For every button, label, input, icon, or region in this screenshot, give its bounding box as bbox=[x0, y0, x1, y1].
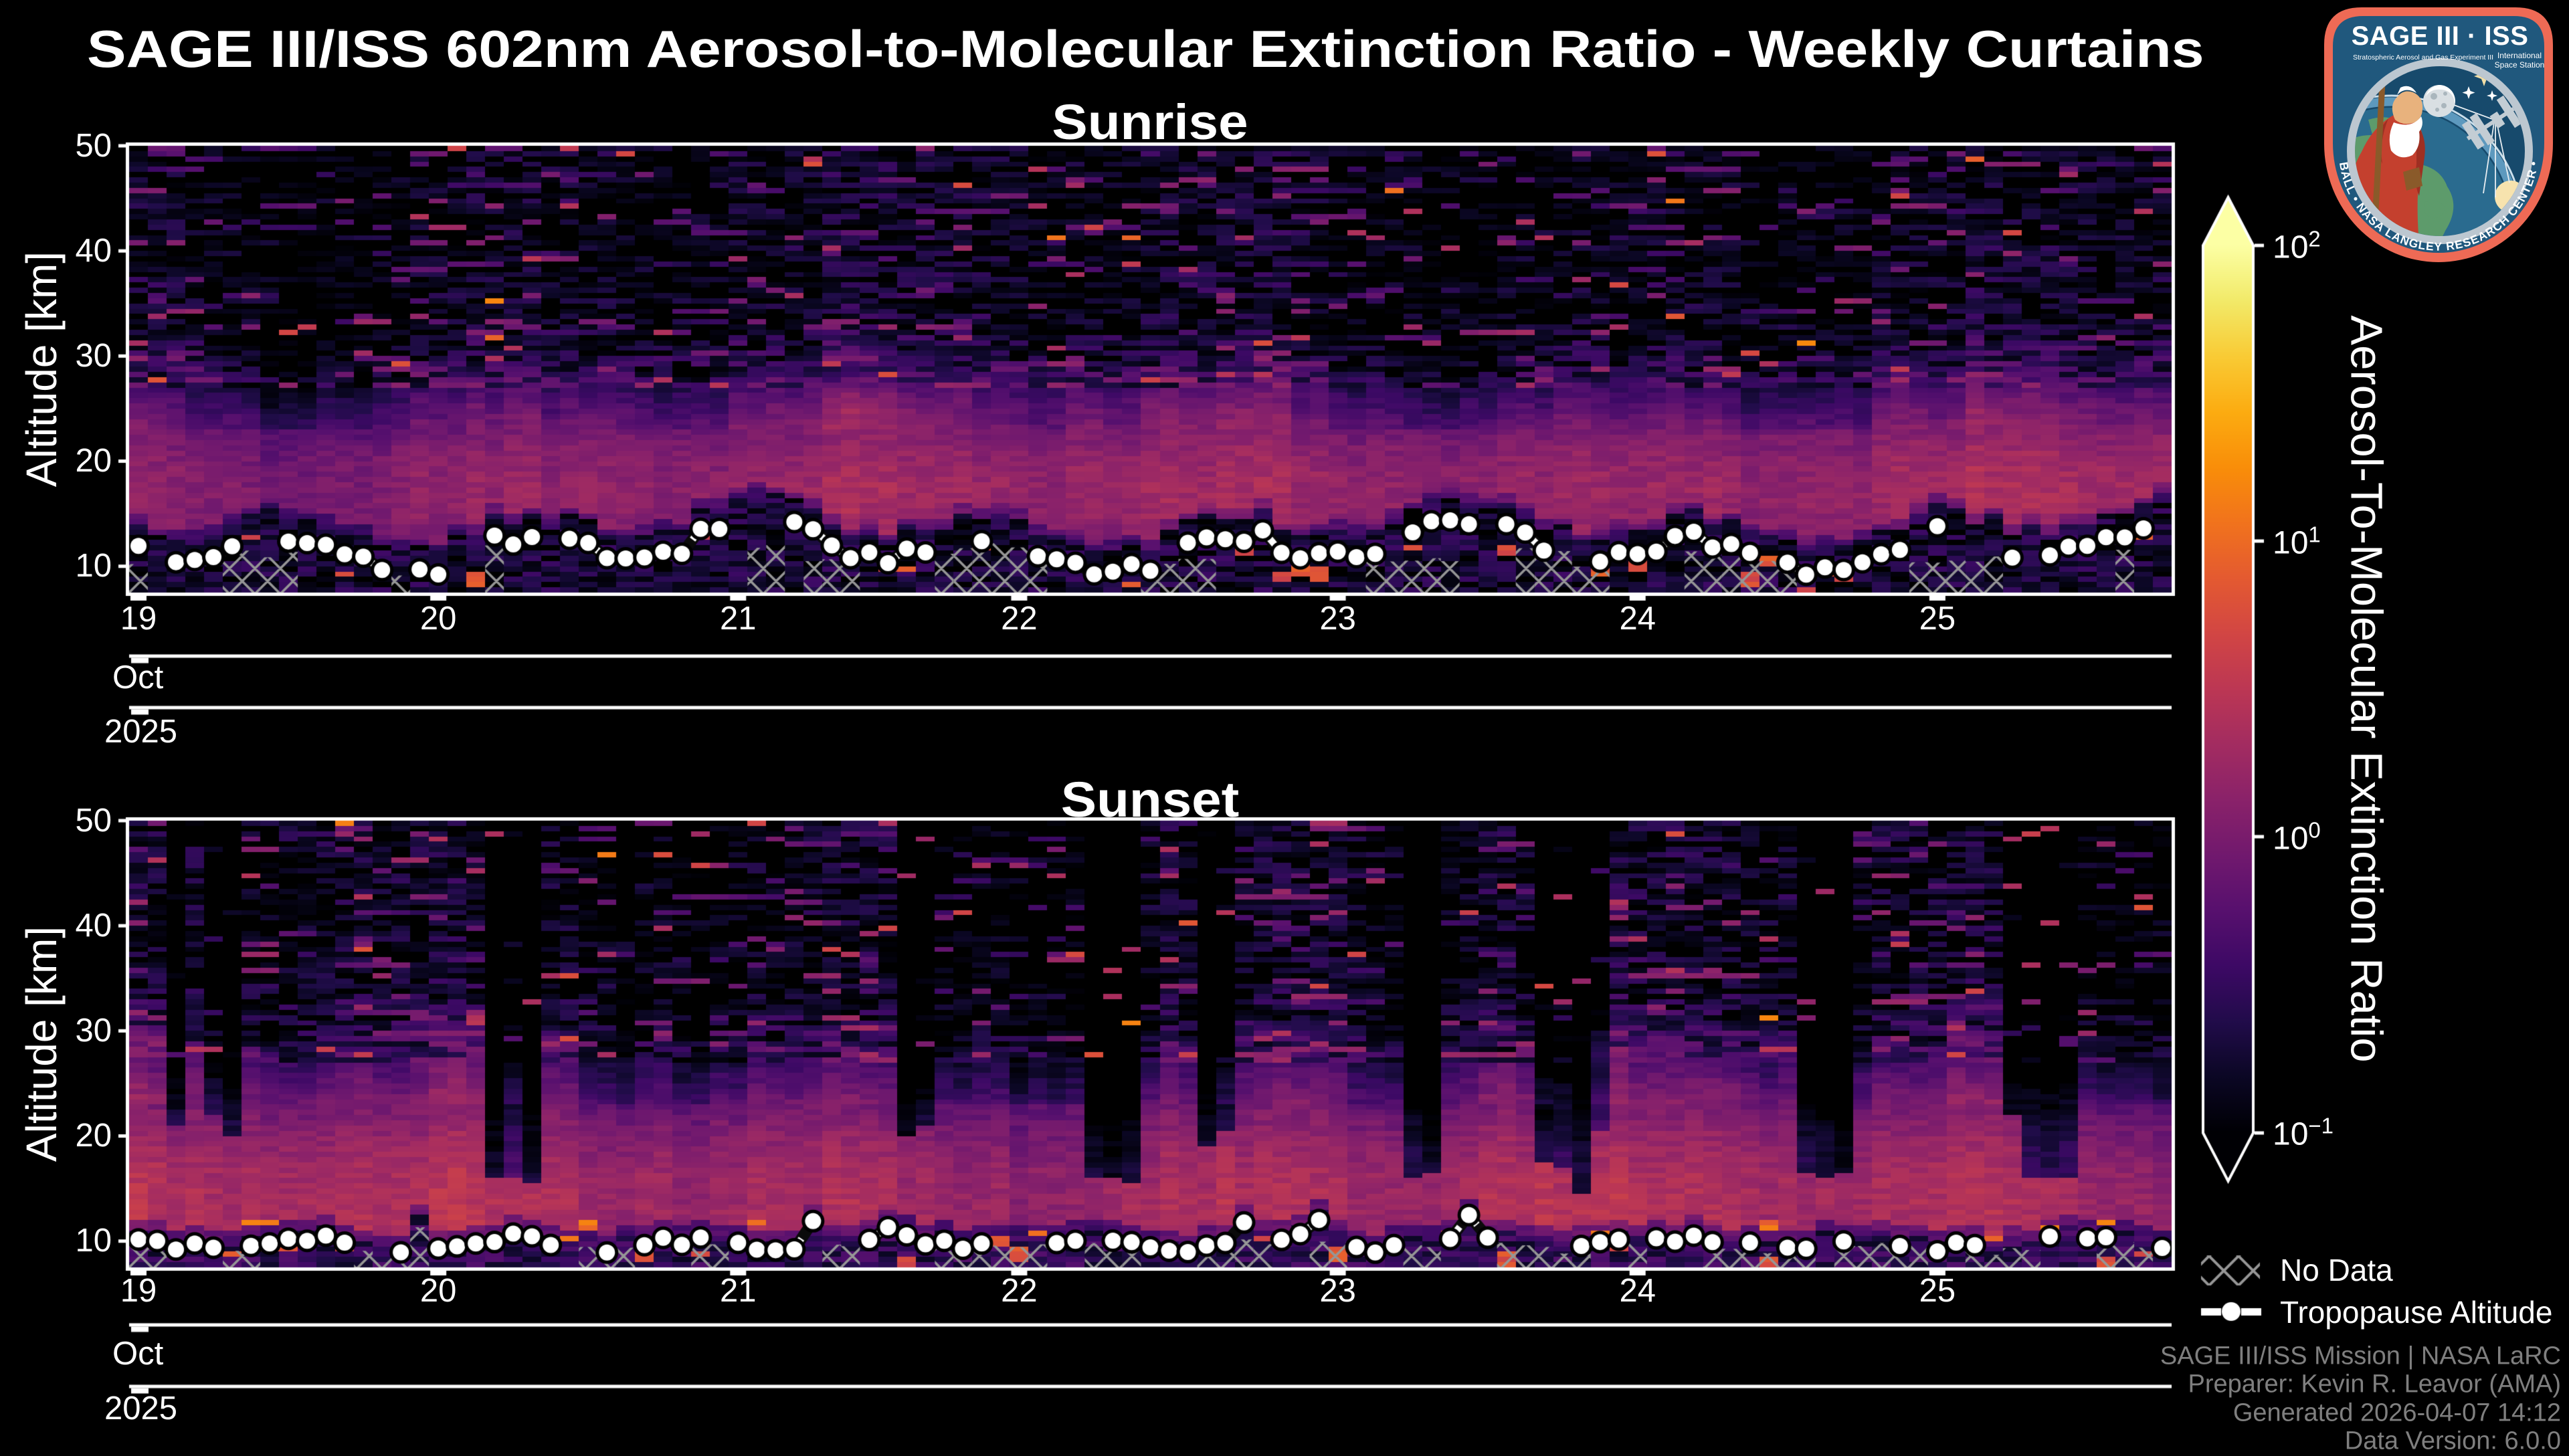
svg-text:SAGE III · ISS: SAGE III · ISS bbox=[2352, 21, 2529, 51]
svg-text:Space Station: Space Station bbox=[2495, 60, 2545, 70]
svg-text:Stratospheric Aerosol and Gas: Stratospheric Aerosol and Gas Experiment… bbox=[2353, 54, 2493, 62]
svg-text:International: International bbox=[2497, 51, 2542, 60]
